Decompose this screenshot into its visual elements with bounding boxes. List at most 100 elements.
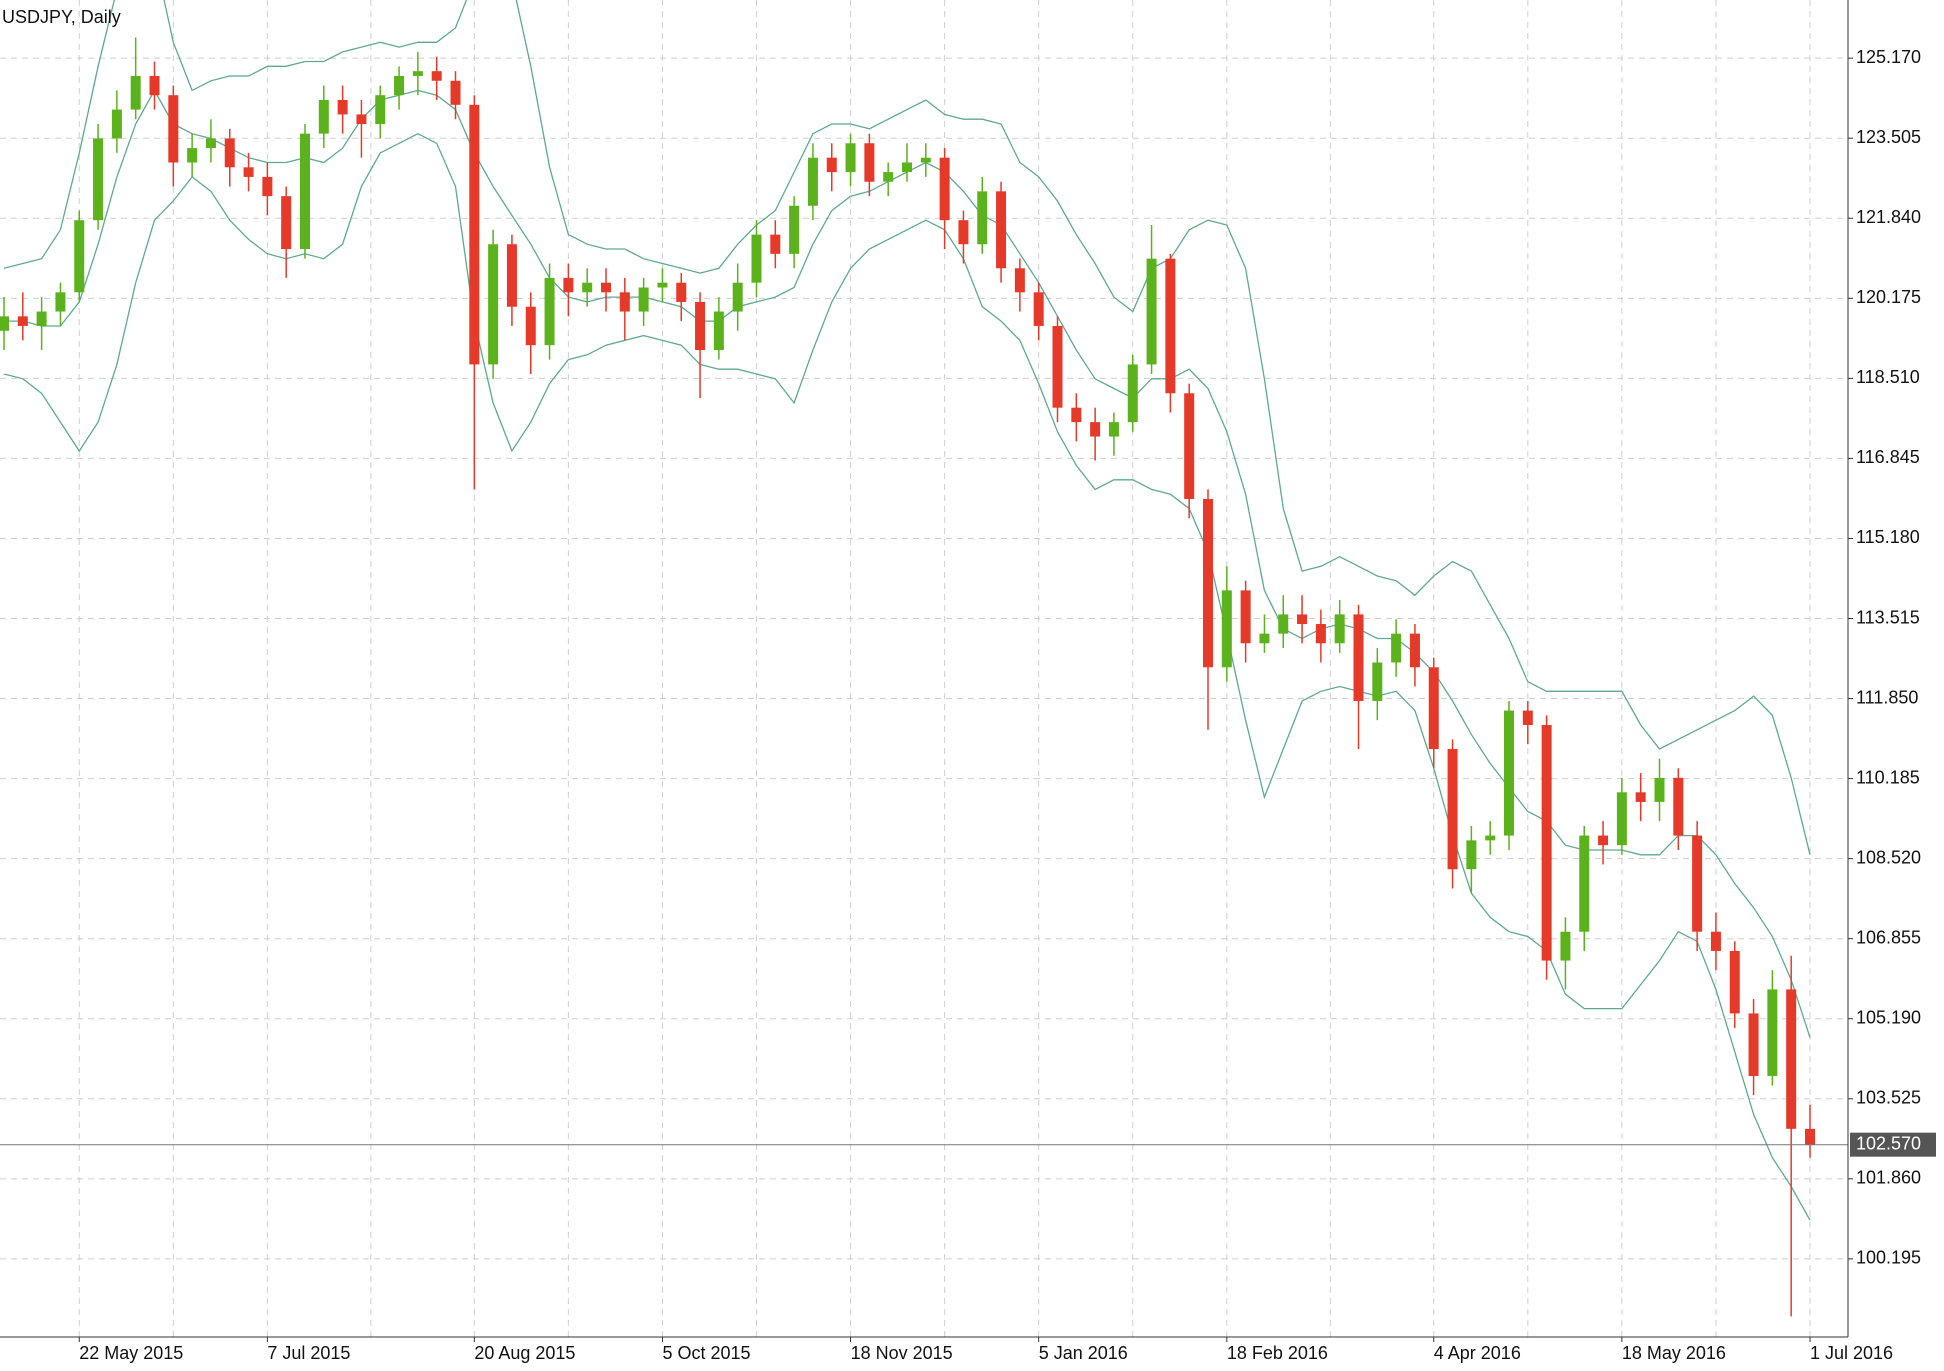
- candle-body: [1466, 840, 1477, 870]
- y-tick-label: 101.860: [1856, 1168, 1921, 1188]
- candle-body: [1315, 624, 1326, 644]
- candle-body: [1391, 633, 1402, 663]
- candle-body: [1203, 499, 1213, 668]
- x-tick-label: 5 Oct 2015: [662, 1343, 750, 1363]
- candle-body: [74, 220, 85, 293]
- candle-body: [1560, 931, 1571, 961]
- candle-body: [958, 220, 969, 245]
- candle-body: [36, 311, 47, 326]
- candle-body: [130, 75, 141, 110]
- candle-body: [845, 143, 856, 173]
- y-tick-label: 105.190: [1856, 1007, 1921, 1027]
- x-tick-label: 7 Jul 2015: [267, 1343, 350, 1363]
- y-tick-label: 103.525: [1856, 1088, 1921, 1108]
- candle-body: [205, 138, 216, 149]
- candle-body: [1767, 989, 1778, 1076]
- candle-body: [394, 75, 405, 96]
- candle-body: [1428, 667, 1439, 750]
- candle-body: [1522, 710, 1533, 725]
- last-price-label: 102.570: [1856, 1133, 1921, 1153]
- candle-body: [55, 292, 66, 312]
- candle-body: [789, 205, 800, 254]
- candle-body: [883, 172, 894, 182]
- candle-body: [488, 244, 499, 365]
- candle-body: [732, 282, 743, 312]
- candle-body: [977, 191, 988, 245]
- candle-body: [1146, 258, 1157, 365]
- candle-body: [149, 75, 160, 96]
- y-tick-label: 121.840: [1856, 207, 1921, 227]
- band-line: [4, 89, 1811, 1038]
- candle-body: [469, 104, 480, 365]
- candle-body: [111, 109, 122, 139]
- candle-body: [826, 157, 837, 173]
- candle-body: [1635, 792, 1646, 802]
- y-tick-label: 100.195: [1856, 1248, 1921, 1268]
- x-tick-label: 22 May 2015: [79, 1343, 183, 1363]
- candle-body: [1184, 393, 1195, 500]
- candle-body: [0, 316, 9, 331]
- candle-body: [676, 282, 687, 302]
- candle-body: [1372, 662, 1383, 701]
- candle-body: [1334, 614, 1345, 644]
- candle-body: [262, 176, 273, 197]
- x-tick-label: 20 Aug 2015: [474, 1343, 575, 1363]
- candle-body: [1692, 835, 1703, 932]
- candle-body: [356, 114, 367, 125]
- candle-body: [17, 316, 28, 326]
- candle-body: [281, 196, 292, 250]
- candle-body: [1616, 792, 1627, 846]
- candle-body: [619, 292, 630, 312]
- candle-body: [1579, 835, 1590, 932]
- candle-body: [864, 143, 875, 182]
- candle-body: [525, 306, 536, 346]
- candle-body: [1278, 614, 1289, 634]
- candle-body: [1297, 614, 1308, 625]
- candle-body: [601, 282, 611, 293]
- candle-body: [582, 282, 593, 293]
- candle-body: [1240, 590, 1251, 644]
- candle-body: [1786, 989, 1797, 1129]
- candle-body: [337, 99, 348, 115]
- candle-body: [751, 234, 762, 283]
- candle-body: [93, 138, 104, 221]
- candle-body: [450, 80, 461, 105]
- candle-body: [1014, 268, 1025, 293]
- candle-body: [544, 277, 555, 346]
- candle-body: [920, 157, 931, 163]
- candle-body: [1748, 1013, 1759, 1076]
- band-line: [3, 0, 1811, 855]
- y-tick-label: 106.855: [1856, 927, 1921, 947]
- x-tick-label: 18 Nov 2015: [851, 1343, 953, 1363]
- candle-body: [1805, 1128, 1815, 1145]
- candle-body: [1108, 422, 1119, 437]
- candle-body: [1127, 364, 1138, 423]
- candle-body: [657, 282, 668, 288]
- y-tick-label: 110.185: [1856, 767, 1920, 787]
- y-tick-label: 120.175: [1856, 287, 1921, 307]
- candle-body: [1710, 931, 1721, 951]
- candle-body: [1447, 749, 1458, 870]
- y-tick-label: 118.510: [1856, 367, 1920, 387]
- candle-body: [300, 133, 310, 250]
- candle-body: [375, 95, 386, 125]
- candle-body: [1673, 777, 1684, 836]
- x-tick-label: 4 Apr 2016: [1434, 1343, 1521, 1363]
- candle-body: [1071, 407, 1082, 423]
- candle-body: [506, 244, 517, 307]
- candle-body: [1353, 614, 1364, 701]
- candle-body: [638, 287, 649, 312]
- candle-body: [187, 148, 198, 163]
- y-tick-label: 115.180: [1856, 527, 1920, 547]
- candle-body: [1259, 633, 1270, 644]
- last-price-box: [1850, 1132, 1936, 1157]
- y-tick-label: 111.850: [1856, 687, 1918, 707]
- candle-body: [1221, 590, 1232, 668]
- candle-body: [1052, 325, 1063, 408]
- y-tick-label: 116.845: [1856, 447, 1920, 467]
- candle-body: [318, 99, 329, 134]
- y-tick-label: 125.170: [1856, 47, 1921, 67]
- candle-body: [1090, 422, 1101, 437]
